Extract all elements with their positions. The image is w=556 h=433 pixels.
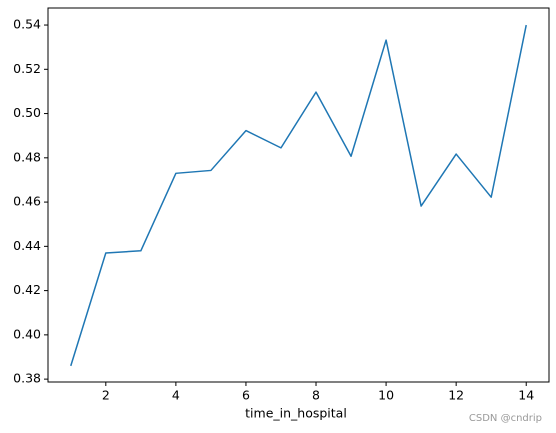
x-tick-label: 2 (102, 388, 110, 403)
y-tick-label: 0.38 (13, 371, 41, 386)
x-tick-label: 14 (518, 388, 534, 403)
x-tick-label: 12 (448, 388, 464, 403)
y-tick-label: 0.50 (13, 105, 41, 120)
watermark: CSDN @cndrip (469, 413, 542, 424)
plot-frame (47, 7, 550, 383)
line-series (70, 24, 527, 367)
y-tick-label: 0.46 (13, 194, 41, 209)
y-tick-label: 0.54 (13, 17, 41, 32)
x-tick-label: 4 (172, 388, 180, 403)
x-tick-label: 6 (242, 388, 250, 403)
y-tick-label: 0.48 (13, 149, 41, 164)
x-tick-label: 10 (378, 388, 394, 403)
y-tick-label: 0.42 (13, 282, 41, 297)
x-tick-label: 8 (312, 388, 320, 403)
x-axis-label: time_in_hospital (245, 406, 347, 421)
y-tick-label: 0.44 (13, 238, 41, 253)
y-tick-label: 0.40 (13, 326, 41, 341)
y-tick-label: 0.52 (13, 61, 41, 76)
